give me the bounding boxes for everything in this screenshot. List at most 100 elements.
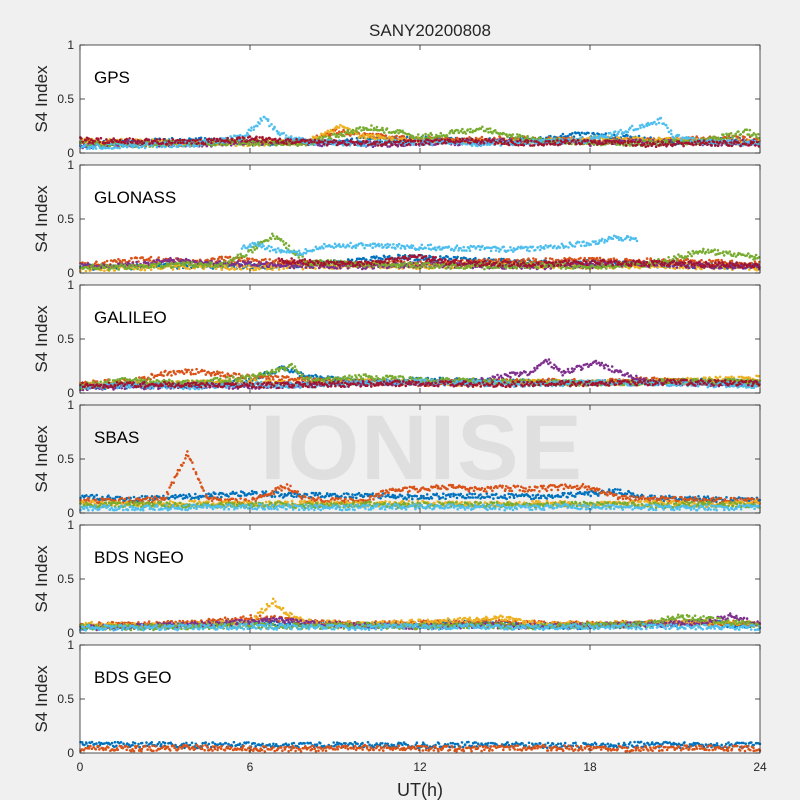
data-point bbox=[530, 139, 533, 143]
data-point bbox=[126, 142, 129, 145]
data-point bbox=[268, 137, 272, 140]
data-point bbox=[450, 129, 454, 132]
data-point bbox=[532, 257, 535, 260]
data-point bbox=[370, 136, 374, 139]
data-point bbox=[318, 136, 322, 139]
data-point bbox=[687, 142, 691, 145]
data-point bbox=[602, 142, 605, 145]
data-point bbox=[314, 135, 318, 139]
data-point bbox=[643, 125, 646, 128]
data-point bbox=[91, 145, 94, 148]
data-point bbox=[111, 140, 115, 144]
data-point bbox=[612, 133, 616, 137]
data-point bbox=[115, 260, 118, 264]
data-point bbox=[260, 119, 263, 122]
data-point bbox=[575, 142, 578, 146]
data-point bbox=[653, 142, 656, 146]
data-point bbox=[487, 138, 491, 141]
data-point bbox=[84, 269, 88, 273]
data-point bbox=[151, 142, 154, 145]
data-point bbox=[424, 141, 428, 145]
data-point bbox=[339, 123, 342, 127]
data-point bbox=[424, 132, 427, 136]
data-point bbox=[604, 132, 608, 135]
data-point bbox=[343, 134, 346, 138]
data-point bbox=[494, 258, 498, 262]
data-point bbox=[255, 135, 258, 139]
data-point bbox=[644, 145, 647, 149]
data-point bbox=[476, 144, 479, 148]
data-point bbox=[123, 144, 127, 148]
data-point bbox=[486, 258, 490, 261]
data-point bbox=[519, 138, 522, 142]
data-point bbox=[171, 268, 175, 271]
data-point bbox=[352, 141, 356, 144]
data-point bbox=[444, 141, 448, 145]
data-point bbox=[514, 136, 518, 139]
data-point bbox=[578, 133, 582, 137]
data-point bbox=[277, 268, 281, 271]
data-point bbox=[216, 139, 220, 143]
data-point bbox=[375, 255, 378, 258]
data-point bbox=[748, 128, 752, 132]
data-point bbox=[449, 257, 453, 261]
data-point bbox=[285, 142, 288, 145]
data-point bbox=[747, 133, 751, 136]
data-point bbox=[666, 126, 669, 130]
data-point bbox=[468, 130, 472, 134]
data-point bbox=[429, 255, 433, 259]
data-point bbox=[607, 258, 610, 261]
data-point bbox=[220, 257, 224, 260]
data-point bbox=[375, 140, 379, 143]
data-point bbox=[443, 139, 447, 142]
data-point bbox=[394, 143, 398, 147]
data-point bbox=[356, 130, 359, 134]
data-point bbox=[133, 139, 136, 142]
data-point bbox=[226, 136, 229, 140]
data-point bbox=[643, 139, 647, 143]
data-point bbox=[388, 140, 391, 143]
data-point bbox=[755, 135, 758, 139]
data-point bbox=[252, 128, 256, 131]
data-point bbox=[456, 255, 459, 259]
data-point bbox=[492, 139, 496, 142]
data-point bbox=[314, 267, 317, 270]
data-point bbox=[527, 139, 530, 143]
data-point bbox=[500, 257, 503, 261]
data-point bbox=[103, 141, 107, 145]
data-point bbox=[131, 141, 134, 144]
data-point bbox=[107, 141, 111, 145]
data-point bbox=[220, 268, 224, 271]
data-point bbox=[730, 141, 733, 144]
data-point bbox=[118, 138, 122, 142]
data-point bbox=[542, 143, 545, 146]
data-point bbox=[348, 131, 351, 135]
data-point bbox=[734, 132, 738, 136]
data-point bbox=[496, 142, 500, 145]
data-point bbox=[274, 137, 277, 141]
y-tick-label: 0.5 bbox=[57, 92, 74, 106]
data-point bbox=[552, 137, 556, 141]
data-point bbox=[276, 139, 280, 142]
data-point bbox=[747, 140, 750, 144]
y-axis-label: S4 Index bbox=[32, 65, 51, 133]
data-point bbox=[375, 125, 379, 129]
data-point bbox=[690, 141, 694, 145]
data-point bbox=[471, 142, 475, 145]
data-point bbox=[390, 143, 394, 147]
data-point bbox=[341, 139, 345, 143]
data-point bbox=[268, 124, 271, 128]
data-point bbox=[516, 140, 519, 143]
data-point bbox=[552, 139, 555, 143]
data-point bbox=[240, 139, 244, 143]
data-point bbox=[464, 139, 467, 143]
data-point bbox=[248, 135, 252, 138]
data-point bbox=[362, 139, 365, 143]
data-point bbox=[645, 257, 649, 260]
data-point bbox=[320, 144, 324, 148]
data-point bbox=[646, 144, 650, 148]
data-point bbox=[207, 140, 210, 143]
data-point bbox=[149, 268, 153, 271]
data-point bbox=[449, 140, 453, 143]
